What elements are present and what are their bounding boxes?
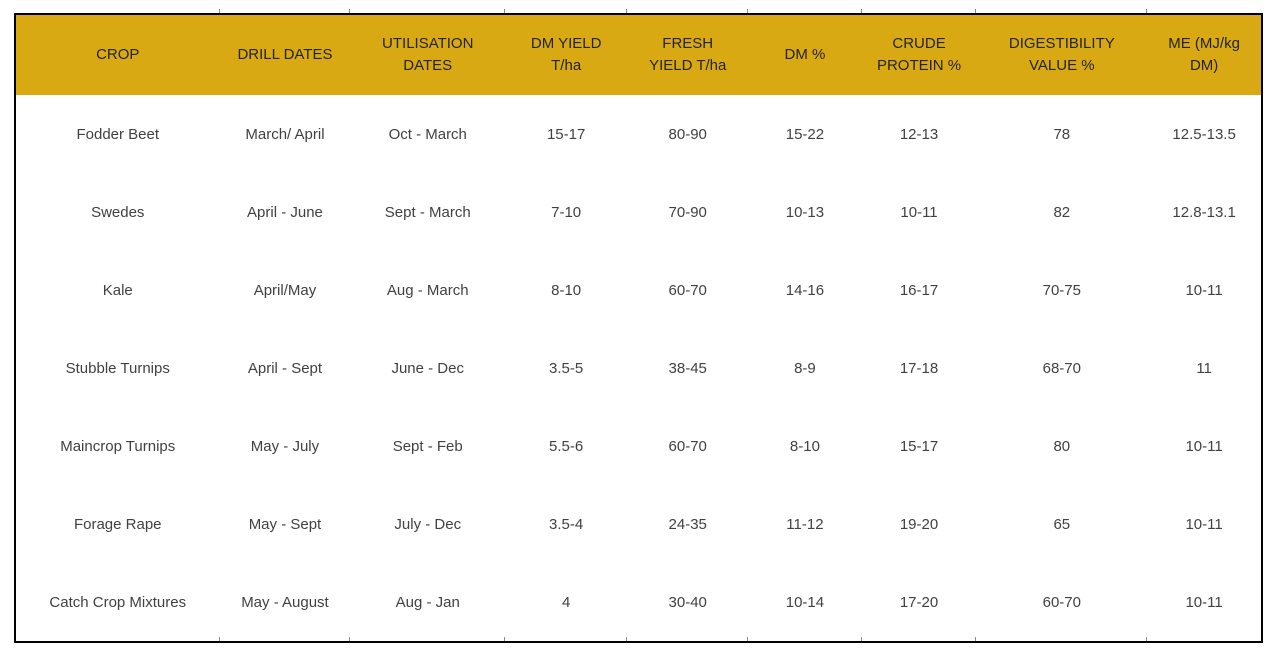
data-cell: 15-17 — [861, 407, 977, 485]
data-cell: 60-70 — [627, 251, 749, 329]
table-row-fodder-beet: Fodder Beet March/ April Oct - March 15-17 8… — [15, 95, 1262, 173]
column-header-digestibility-value: DIGESTIBILITY VALUE % — [975, 8, 1148, 95]
data-cell: 10-11 — [1147, 407, 1262, 485]
data-cell: April - June — [219, 173, 351, 251]
data-cell: 3.5-4 — [505, 485, 628, 563]
data-cell: 15-17 — [505, 95, 628, 173]
data-cell: May - August — [218, 563, 351, 642]
forage-crops-table: CROP DRILL DATES UTILISATION DATES DM YIELD… — [14, 8, 1263, 643]
crop-name-cell: Maincrop Turnips — [15, 407, 220, 485]
data-cell: 10-11 — [861, 173, 977, 251]
data-cell: Aug - Jan — [349, 563, 506, 642]
table-row-catch-crop-mixtures: Catch Crop Mixtures May - August Aug - Jan… — [15, 563, 1262, 642]
data-cell: 38-45 — [627, 329, 749, 407]
data-cell: 82 — [976, 173, 1148, 251]
data-cell: 80-90 — [627, 95, 749, 173]
data-cell: 4 — [504, 563, 628, 642]
data-cell: 70-75 — [976, 251, 1148, 329]
data-cell: 12.8-13.1 — [1147, 173, 1262, 251]
data-cell: 10-11 — [1147, 251, 1262, 329]
data-cell: 19-20 — [861, 485, 977, 563]
data-cell: 10-11 — [1147, 485, 1262, 563]
data-cell: Oct - March — [350, 95, 506, 173]
data-cell: 68-70 — [976, 329, 1148, 407]
data-cell: Sept - Feb — [350, 407, 506, 485]
data-cell: 70-90 — [627, 173, 749, 251]
crop-name-cell: Kale — [15, 251, 220, 329]
data-cell: April/May — [219, 251, 351, 329]
data-cell: 30-40 — [626, 563, 749, 642]
data-cell: 3.5-5 — [505, 329, 628, 407]
column-header-utilisation-dates: UTILISATION DATES — [349, 8, 506, 95]
data-cell: Sept - March — [350, 173, 506, 251]
data-cell: March/ April — [219, 95, 351, 173]
data-cell: Aug - March — [350, 251, 506, 329]
crop-name-cell: Forage Rape — [15, 485, 220, 563]
data-cell: 8-10 — [505, 251, 628, 329]
column-header-dm: DM % — [747, 8, 862, 95]
table-row-maincrop-turnips: Maincrop Turnips May - July Sept - Feb 5.5-… — [15, 407, 1262, 485]
crop-name-cell: Fodder Beet — [15, 95, 220, 173]
data-cell: 14-16 — [748, 251, 862, 329]
data-cell: July - Dec — [350, 485, 506, 563]
column-header-drill-dates: DRILL DATES — [218, 8, 351, 95]
column-header-me-mj-kg-dm: ME (MJ/kg DM) — [1146, 8, 1262, 95]
table-row-kale: Kale April/May Aug - March 8-10 60-70 14-16 16… — [15, 251, 1262, 329]
data-cell: 80 — [976, 407, 1148, 485]
table-row-stubble-turnips: Stubble Turnips April - Sept June - Dec 3.5… — [15, 329, 1262, 407]
data-cell: 11-12 — [748, 485, 862, 563]
crop-name-cell: Catch Crop Mixtures — [15, 563, 220, 642]
table-row-swedes: Swedes April - June Sept - March 7-10 70-90 1… — [15, 173, 1262, 251]
data-cell: 10-13 — [748, 173, 862, 251]
data-cell: 17-18 — [861, 329, 977, 407]
data-cell: 15-22 — [748, 95, 862, 173]
data-cell: 8-9 — [748, 329, 862, 407]
data-cell: 11 — [1147, 329, 1262, 407]
data-cell: 78 — [976, 95, 1148, 173]
data-cell: April - Sept — [219, 329, 351, 407]
table-header-row: CROP DRILL DATES UTILISATION DATES DM YIELD… — [15, 8, 1262, 95]
data-cell: 65 — [976, 485, 1148, 563]
data-cell: 8-10 — [748, 407, 862, 485]
data-cell: May - Sept — [219, 485, 351, 563]
crop-name-cell: Stubble Turnips — [15, 329, 220, 407]
data-cell: 17-20 — [860, 563, 977, 642]
data-cell: 16-17 — [861, 251, 977, 329]
data-cell: 12.5-13.5 — [1147, 95, 1262, 173]
data-cell: 7-10 — [505, 173, 628, 251]
data-cell: 5.5-6 — [505, 407, 628, 485]
column-header-crude-protein: CRUDE PROTEIN % — [860, 8, 977, 95]
data-cell: 12-13 — [861, 95, 977, 173]
crop-name-cell: Swedes — [15, 173, 220, 251]
column-header-fresh-yield-t-ha: FRESH YIELD T/ha — [626, 8, 749, 95]
data-cell: 60-70 — [627, 407, 749, 485]
data-cell: June - Dec — [350, 329, 506, 407]
data-cell: 10-14 — [747, 563, 862, 642]
column-header-crop: CROP — [15, 14, 220, 95]
data-cell: 10-11 — [1146, 563, 1262, 642]
data-cell: 24-35 — [627, 485, 749, 563]
table-row-forage-rape: Forage Rape May - Sept July - Dec 3.5-4 24-3… — [15, 485, 1262, 563]
column-header-dm-yield-t-ha: DM YIELD T/ha — [504, 8, 628, 95]
forage-crops-table-container: CROP DRILL DATES UTILISATION DATES DM YIELD… — [14, 8, 1263, 643]
data-cell: May - July — [219, 407, 351, 485]
data-cell: 60-70 — [975, 563, 1148, 642]
